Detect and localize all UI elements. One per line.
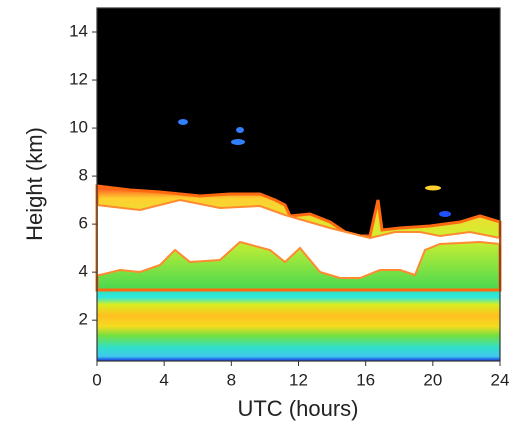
x-tick-label: 20 — [423, 370, 442, 389]
y-tick-label: 10 — [69, 118, 88, 137]
y-tick-label: 2 — [79, 310, 88, 329]
plot-field — [95, 8, 502, 361]
y-tick-label: 14 — [69, 21, 88, 40]
cloud-spot — [178, 119, 188, 125]
cloud-spot — [231, 139, 245, 145]
y-tick-label: 8 — [79, 166, 88, 185]
x-tick-label: 8 — [227, 370, 236, 389]
cloud-spot — [236, 127, 244, 133]
x-tick-label: 0 — [92, 370, 101, 389]
y-axis-title: Height (km) — [22, 127, 47, 241]
x-tick-label: 4 — [159, 370, 168, 389]
cloud-spot — [439, 211, 451, 217]
y-tick-label: 6 — [79, 214, 88, 233]
dense-layer — [96, 198, 501, 279]
x-tick-label: 16 — [356, 370, 375, 389]
y-tick-label: 12 — [69, 70, 88, 89]
x-tick-label: 12 — [289, 370, 308, 389]
x-tick-label: 24 — [491, 370, 510, 389]
y-tick-label: 4 — [79, 262, 88, 281]
cloud-spot — [425, 185, 441, 191]
x-axis-title: UTC (hours) — [237, 396, 358, 421]
